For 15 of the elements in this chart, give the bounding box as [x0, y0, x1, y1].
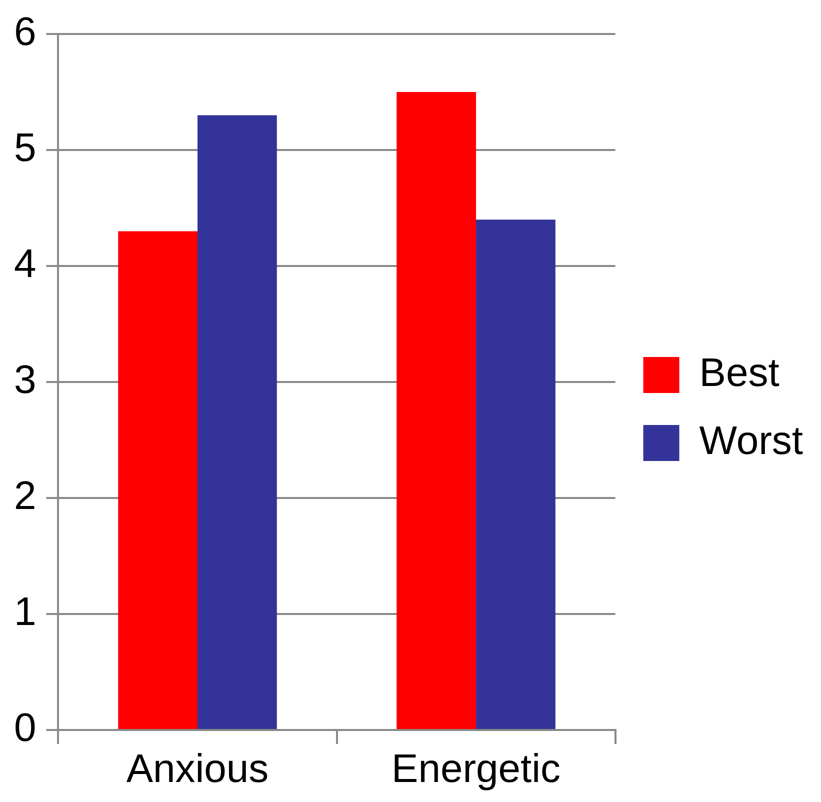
y-tick-label: 1 — [14, 590, 36, 634]
bar — [118, 231, 198, 729]
legend-label: Best — [699, 351, 780, 396]
y-tick-label: 5 — [14, 126, 36, 170]
y-tick-label: 0 — [14, 706, 36, 750]
bar — [396, 92, 476, 729]
y-tick-label: 6 — [14, 10, 36, 54]
y-tick-label: 4 — [14, 242, 36, 286]
x-tick-label: Energetic — [392, 747, 561, 792]
bar — [476, 220, 556, 729]
y-tick-label: 3 — [14, 358, 36, 402]
x-tick-label: Anxious — [126, 747, 269, 792]
bar — [198, 115, 277, 729]
y-tick-label: 2 — [14, 474, 36, 518]
legend-label: Worst — [699, 419, 804, 464]
